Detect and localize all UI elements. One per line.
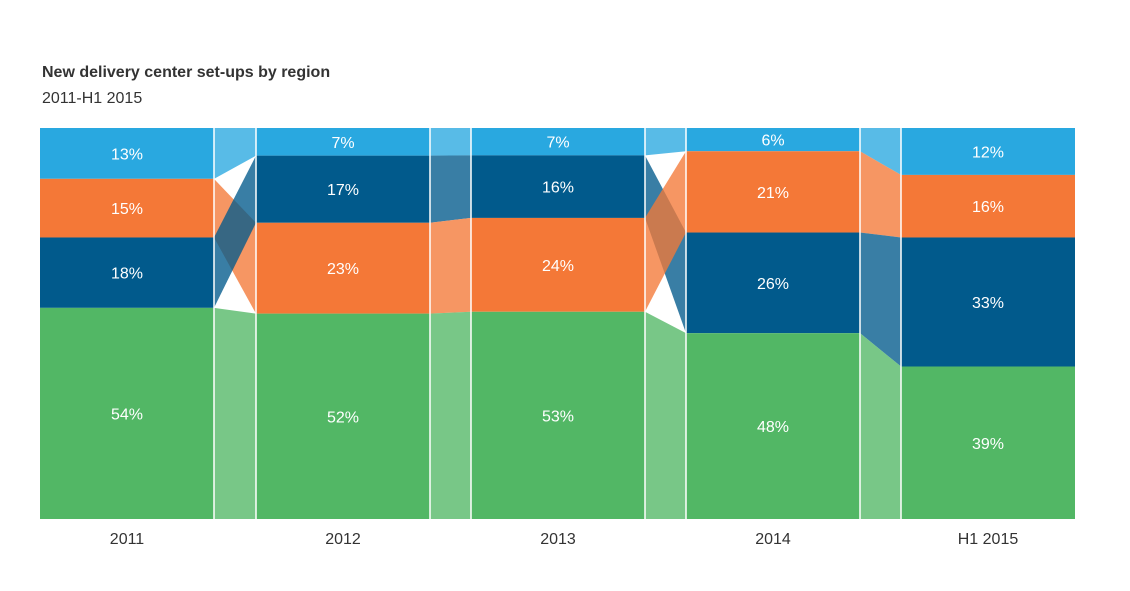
data-label: 24% <box>542 258 574 275</box>
data-label: 21% <box>757 185 789 202</box>
ribbon <box>645 311 686 519</box>
ribbon <box>430 311 471 519</box>
bar-column-2013: 7% 16% 24% 53% <box>471 128 645 519</box>
data-label: 52% <box>327 409 359 426</box>
data-label: 33% <box>972 295 1004 312</box>
bar-segment <box>901 174 1075 238</box>
x-tick-label: 2012 <box>325 531 361 548</box>
data-label: 53% <box>542 408 574 425</box>
bar-segment <box>40 178 214 238</box>
ribbon <box>860 333 901 519</box>
bar-segment <box>901 128 1075 175</box>
data-label: 16% <box>542 180 574 197</box>
bar-segment <box>256 128 430 156</box>
bar-segment <box>256 313 430 519</box>
ribbon <box>860 232 901 367</box>
chart-subtitle: 2011-H1 2015 <box>42 90 143 107</box>
bar-column-2011: 13% 15% 18% 54% <box>40 128 214 519</box>
x-tick-label: 2011 <box>110 531 145 548</box>
ribbon <box>214 307 256 519</box>
bar-segment <box>40 237 214 308</box>
x-tick-label: H1 2015 <box>958 531 1019 548</box>
bar-segment <box>471 217 645 312</box>
bar-segment <box>471 155 645 218</box>
ribbon <box>860 128 901 175</box>
bar-segment <box>686 232 860 334</box>
ribbon <box>645 128 686 156</box>
ribbon <box>430 128 471 156</box>
data-label: 6% <box>761 133 784 150</box>
bar-column-h1-2015: 12% 16% 33% 39% <box>901 128 1075 519</box>
x-tick-label: 2013 <box>540 531 576 548</box>
data-label: 39% <box>972 436 1004 453</box>
ribbon <box>860 151 901 238</box>
data-label: 15% <box>111 201 143 218</box>
bar-segment <box>471 128 645 156</box>
ribbon <box>430 155 471 223</box>
data-label: 23% <box>327 261 359 278</box>
bar-segment <box>901 366 1075 519</box>
data-label: 18% <box>111 266 143 283</box>
bar-segment <box>256 222 430 314</box>
data-label: 54% <box>111 406 143 423</box>
data-label: 48% <box>757 419 789 436</box>
bar-segment <box>686 128 860 152</box>
ribbon <box>214 128 256 179</box>
bar-column-2014: 6% 21% 26% 48% <box>686 128 860 519</box>
ribbon <box>214 155 256 308</box>
data-label: 17% <box>327 182 359 199</box>
bar-column-2012: 7% 17% 23% 52% <box>256 128 430 519</box>
bar-segment <box>40 128 214 179</box>
x-tick-label: 2014 <box>755 531 791 548</box>
data-label: 16% <box>972 199 1004 216</box>
data-label: 13% <box>111 146 143 163</box>
chart-title: New delivery center set-ups by region <box>42 64 331 81</box>
ribbon <box>645 151 686 312</box>
bar-segment <box>256 155 430 223</box>
data-label: 7% <box>546 135 569 152</box>
ribbon-group <box>214 128 901 519</box>
data-label: 7% <box>331 135 354 152</box>
data-label: 12% <box>972 144 1004 161</box>
bar-segment <box>40 307 214 519</box>
bar-segment <box>686 333 860 519</box>
bar-segment <box>471 311 645 519</box>
ribbon <box>430 217 471 314</box>
bar-segment <box>686 151 860 233</box>
bar-segment <box>901 237 1075 367</box>
data-label: 26% <box>757 276 789 293</box>
